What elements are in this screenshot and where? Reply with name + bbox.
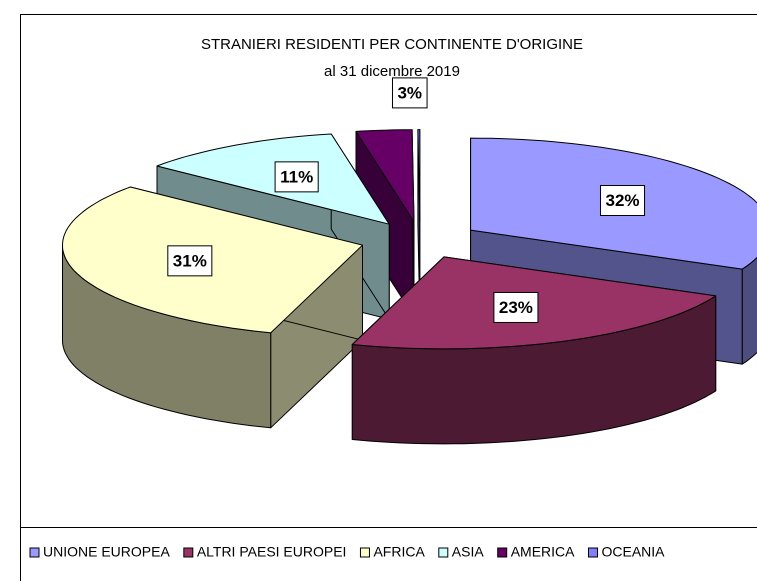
data-label-box (391, 77, 428, 109)
chart-subtitle: al 31 dicembre 2019 (324, 63, 460, 80)
legend-label: AFRICA (373, 544, 425, 560)
slice-top (417, 129, 421, 223)
chart-title: STRANIERI RESIDENTI PER CONTINENTE D'ORI… (201, 36, 583, 53)
slice-top (156, 133, 390, 225)
legend-swatch (497, 547, 508, 558)
legend-label: ASIA (452, 544, 485, 560)
data-label: 11% (280, 167, 313, 186)
legend-label: ALTRI PAESI EUROPEI (197, 544, 347, 560)
legend-label: AMERICA (511, 544, 575, 560)
legend-swatch (183, 547, 194, 558)
data-label-box (493, 291, 539, 323)
legend-swatch (438, 547, 449, 558)
legend-label: UNIONE EUROPEA (43, 544, 170, 560)
data-label: 3% (397, 83, 422, 102)
legend-swatch (359, 547, 370, 558)
chart-frame (20, 14, 757, 581)
data-label: 23% (499, 298, 533, 317)
pie: 32% 23% 31% 11% 3% (62, 77, 757, 445)
data-label: 32% (605, 191, 639, 210)
data-label-box (599, 185, 646, 217)
legend-label: OCEANIA (602, 544, 666, 560)
slice-wall (741, 256, 757, 365)
slice (62, 186, 363, 429)
legend-swatch (29, 547, 40, 558)
legend-swatch (588, 547, 598, 558)
data-label-box (274, 161, 319, 193)
slice-top (62, 186, 363, 334)
legend: UNIONE EUROPEA ALTRI PAESI EUROPEI AFRICA A… (29, 544, 666, 560)
data-label: 31% (173, 251, 207, 270)
data-label-box (167, 245, 213, 277)
slice-top (355, 129, 415, 223)
